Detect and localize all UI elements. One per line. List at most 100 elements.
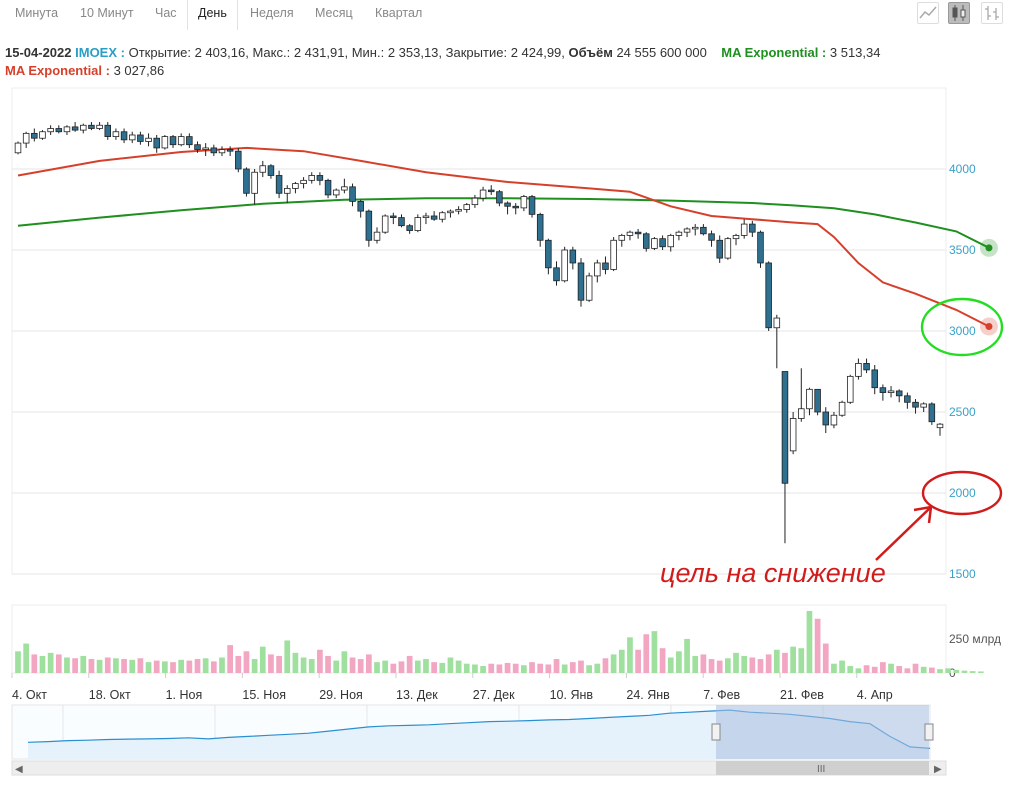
candlestick	[365, 209, 373, 247]
info-open-label: Открытие:	[128, 45, 191, 60]
x-tick-label: 15. Ноя	[242, 688, 286, 702]
candle-body	[479, 189, 487, 199]
scrollbar-thumb[interactable]	[716, 761, 929, 775]
tab-day[interactable]: День	[187, 0, 238, 30]
candlestick	[300, 177, 307, 189]
tab-quarter[interactable]: Квартал	[375, 6, 423, 20]
candlestick	[789, 412, 797, 455]
info-high: 2 431,91	[293, 45, 345, 60]
candlestick	[186, 133, 193, 148]
candle-body	[643, 233, 650, 249]
volume-bar	[357, 659, 364, 673]
candle-body	[202, 147, 209, 150]
tab-10-minutes[interactable]: 10 Минут	[80, 6, 134, 20]
candlestick	[561, 246, 568, 283]
candle-body	[708, 233, 715, 241]
candle-body	[724, 238, 732, 259]
candle-body	[602, 262, 609, 270]
candle-body	[275, 175, 283, 194]
candle-body	[863, 362, 870, 371]
volume-bar	[569, 662, 576, 673]
candle-body	[553, 267, 560, 282]
info-low-label: Мин.:	[351, 45, 385, 60]
navigator-selected-range[interactable]	[716, 705, 929, 759]
volume-bar	[349, 657, 356, 673]
volume-bar	[439, 662, 446, 673]
candlestick	[267, 164, 275, 179]
volume-bar	[537, 663, 544, 673]
candlestick	[104, 122, 112, 140]
candle-body	[822, 411, 830, 426]
candlestick	[14, 141, 22, 155]
candle-body	[773, 317, 781, 329]
candlestick	[22, 131, 30, 148]
candle-body	[430, 215, 438, 220]
volume-bar	[969, 671, 976, 673]
candlestick	[63, 125, 71, 135]
ma-exponential-green-line	[17, 197, 990, 249]
scrollbar-grip-icon[interactable]: III	[817, 764, 825, 775]
candle-body	[830, 414, 838, 426]
annotation-arrow-head	[913, 505, 933, 524]
navigator-left-handle[interactable]	[711, 723, 721, 741]
candlestick	[806, 387, 813, 416]
ohlc-bar-icon[interactable]	[981, 2, 1003, 24]
candlestick	[643, 232, 650, 252]
candlestick	[871, 365, 878, 395]
volume-bar	[31, 654, 38, 673]
area-chart-icon[interactable]	[917, 2, 939, 24]
candle-body	[398, 217, 405, 227]
tab-week[interactable]: Неделя	[250, 6, 294, 20]
candle-body	[96, 124, 103, 129]
candlestick	[667, 233, 674, 252]
volume-bar	[390, 663, 397, 673]
candlestick	[528, 194, 536, 218]
candlestick-icon[interactable]	[948, 2, 970, 24]
scroll-left-arrow-icon[interactable]: ◀	[15, 764, 23, 775]
candlestick	[887, 386, 895, 398]
tab-hour[interactable]: Час	[155, 6, 177, 20]
volume-tick-label: 0	[949, 666, 956, 680]
scrollbar-track[interactable]	[11, 760, 947, 776]
volume-tick-label: 250 млрд	[949, 632, 1001, 646]
volume-bar	[586, 665, 593, 673]
candle-body	[31, 132, 38, 139]
candle-body	[806, 388, 813, 410]
candlestick	[798, 368, 805, 422]
candle-body	[855, 362, 862, 377]
y-tick-label: 3500	[949, 243, 976, 257]
candle-body	[381, 215, 389, 233]
candlestick	[765, 261, 772, 331]
candlestick	[145, 133, 152, 147]
candle-body	[691, 226, 699, 230]
info-date: 15-04-2022	[5, 45, 72, 60]
scroll-right-arrow-icon[interactable]: ▶	[934, 764, 942, 775]
candle-body	[169, 136, 177, 146]
candle-body	[324, 179, 332, 196]
volume-bar	[773, 649, 780, 673]
y-tick-label: 1500	[949, 567, 976, 581]
candle-body	[316, 175, 324, 181]
volume-bar	[333, 660, 340, 673]
volume-bar	[627, 637, 633, 673]
candle-body	[520, 196, 528, 209]
volume-bar	[455, 660, 462, 673]
candlestick	[235, 147, 242, 173]
candlestick	[169, 134, 177, 148]
volume-bar	[423, 659, 429, 673]
navigator-right-handle[interactable]	[924, 723, 934, 741]
candlestick	[651, 237, 658, 250]
volume-bar	[137, 658, 144, 673]
volume-bar	[186, 660, 193, 673]
candlestick	[553, 261, 560, 286]
candlestick	[439, 211, 446, 223]
candle-body	[267, 165, 275, 176]
candlestick	[324, 178, 332, 199]
candle-body	[545, 239, 552, 269]
candlestick	[496, 190, 503, 207]
tab-minute[interactable]: Минута	[15, 6, 59, 20]
tab-month[interactable]: Месяц	[315, 6, 353, 20]
x-tick-label: 18. Окт	[89, 688, 131, 702]
volume-bar	[831, 663, 837, 673]
